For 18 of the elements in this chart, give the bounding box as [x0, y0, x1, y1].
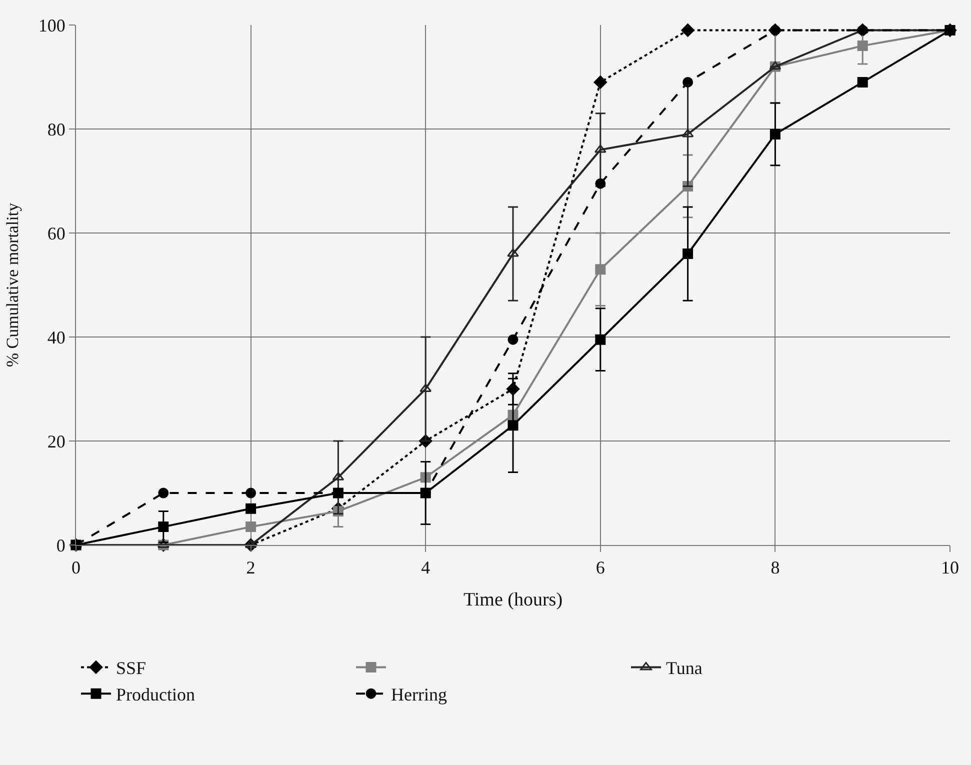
- x-tick-label: 2: [246, 558, 256, 578]
- y-tick-label: 80: [47, 119, 66, 140]
- x-tick-label: 10: [941, 558, 959, 578]
- y-tick-label: 40: [47, 327, 66, 348]
- y-tick-label: 100: [38, 15, 66, 36]
- x-tick-label: 6: [596, 558, 605, 578]
- y-tick-label: 60: [47, 223, 66, 244]
- y-tick-label: 0: [56, 535, 66, 556]
- x-tick-label: 0: [72, 558, 80, 578]
- legend-label: Herring: [391, 684, 447, 705]
- x-axis-title: Time (hours): [463, 589, 563, 610]
- y-axis-title: % Cumulative mortality: [2, 202, 22, 368]
- y-tick-label: 20: [47, 431, 66, 452]
- legend-label: Production: [116, 684, 195, 705]
- legend-label: SSF: [116, 658, 146, 678]
- x-tick-label: 4: [421, 558, 430, 578]
- x-tick-label: 8: [770, 558, 780, 578]
- legend-label: Tuna: [666, 658, 702, 678]
